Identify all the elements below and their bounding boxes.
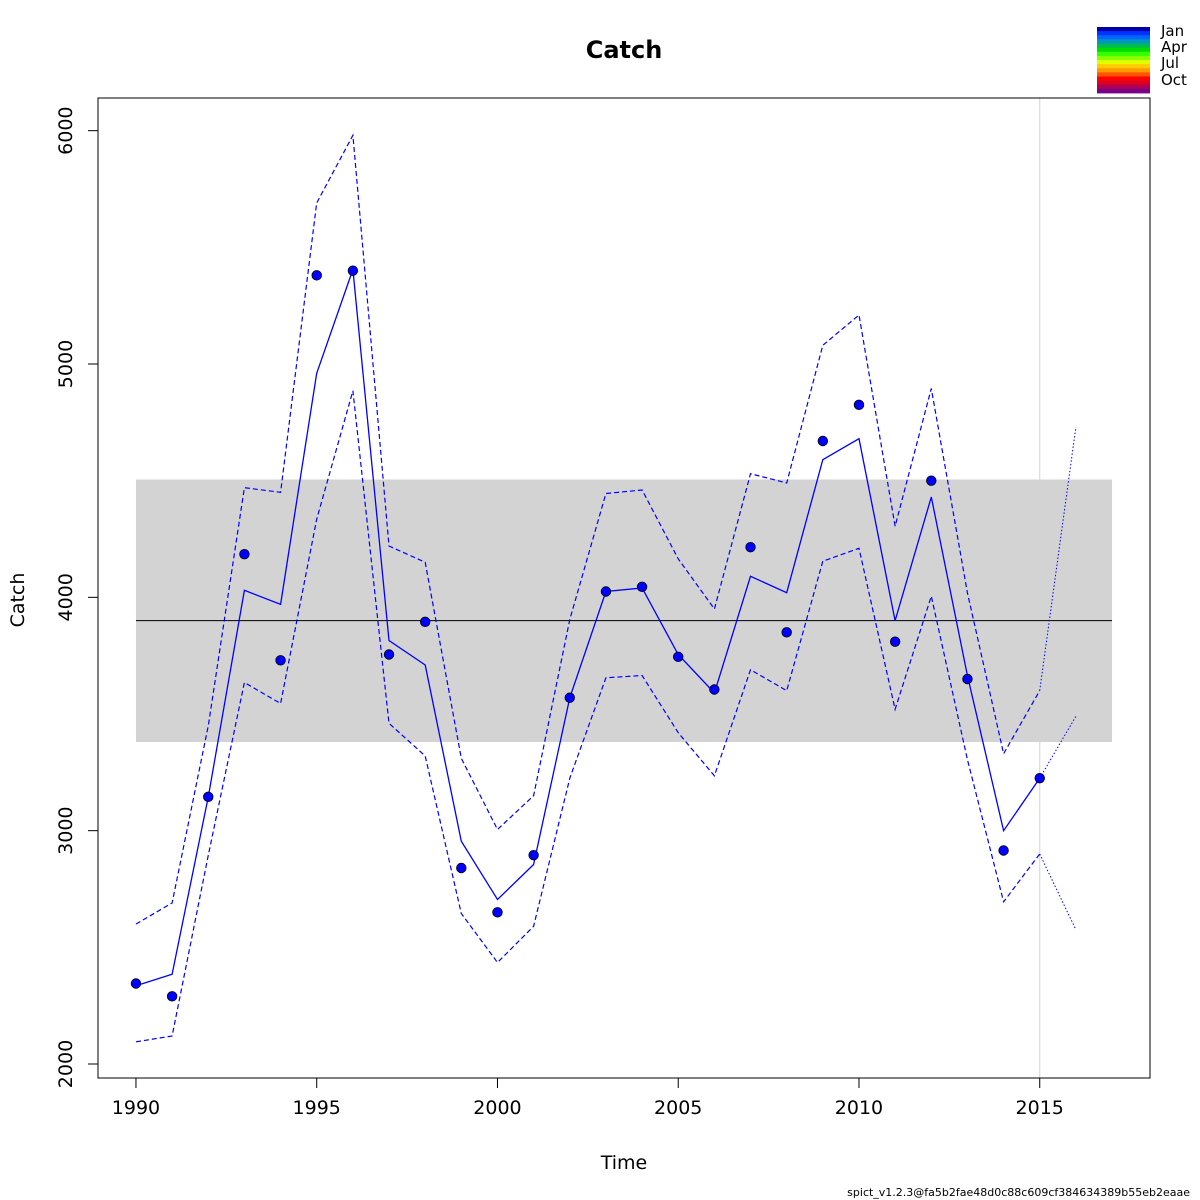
- data-point: [383, 649, 395, 660]
- data-point: [600, 586, 612, 597]
- data-point: [203, 791, 214, 803]
- legend-color-swatch: [1097, 47, 1150, 53]
- chart-title: Catch: [586, 36, 663, 64]
- x-tick-label: 2000: [473, 1097, 521, 1119]
- legend-color-swatch: [1097, 64, 1150, 69]
- legend-label: Jul: [1160, 54, 1179, 72]
- legend-color-swatch: [1097, 72, 1150, 77]
- x-tick-label: 1990: [112, 1097, 160, 1119]
- data-point: [781, 627, 792, 638]
- legend-color-swatch: [1097, 39, 1150, 44]
- observed-points-layer: [130, 265, 1045, 1002]
- data-point: [419, 616, 431, 628]
- data-point: [311, 270, 322, 281]
- legend-label: Jan: [1160, 22, 1184, 40]
- legend-color-swatch: [1097, 43, 1150, 49]
- data-point: [853, 399, 865, 411]
- legend-color-swatch: [1097, 68, 1150, 73]
- y-tick-label: 6000: [55, 106, 77, 154]
- reference-band-layer: [135, 479, 1113, 742]
- y-tick-label: 4000: [55, 573, 77, 621]
- x-tick-label: 2015: [1016, 1097, 1064, 1119]
- legend-color-swatch: [1097, 88, 1150, 94]
- data-point: [564, 692, 575, 703]
- legend-color-swatch: [1097, 27, 1150, 32]
- reference-lines-layer: [135, 98, 1113, 1078]
- data-point: [889, 636, 901, 647]
- data-point: [673, 651, 684, 663]
- legend-color-swatch: [1097, 80, 1150, 86]
- prediction-upper-line: [1039, 426, 1077, 691]
- data-point: [817, 435, 829, 447]
- data-point: [239, 548, 250, 560]
- data-point: [998, 845, 1009, 856]
- estimate-line: [135, 269, 1041, 987]
- legend-color-swatch: [1097, 76, 1150, 82]
- data-point: [636, 581, 648, 593]
- prediction-lower-line: [1039, 853, 1077, 931]
- axes-layer: 1990 1995 2000 2005 2010 2015 2000 3000 4000 5000…: [55, 106, 1064, 1119]
- legend-color-swatch: [1097, 35, 1150, 40]
- legend-color-swatch: [1097, 31, 1150, 36]
- series-layer: [135, 133, 1077, 1043]
- legend-label: Apr: [1161, 38, 1188, 56]
- footnote: spict_v1.2.3@fa5b2fae48d0c88c609cf384634…: [847, 1186, 1190, 1199]
- legend-color-swatch: [1097, 60, 1150, 65]
- data-point: [745, 541, 756, 553]
- data-point: [528, 849, 539, 861]
- ci-upper-line: [135, 133, 1041, 925]
- legend-label: Oct: [1161, 71, 1187, 89]
- data-point: [926, 475, 937, 486]
- legend-color-swatch: [1097, 55, 1150, 61]
- legend-color-swatch: [1097, 51, 1150, 57]
- y-tick-label: 5000: [55, 340, 77, 388]
- prediction-line: [1039, 716, 1077, 779]
- data-point: [492, 907, 503, 918]
- x-tick-label: 1995: [293, 1097, 341, 1119]
- data-point: [709, 684, 720, 695]
- y-axis-label: Catch: [7, 573, 29, 628]
- data-point: [275, 655, 286, 666]
- x-tick-label: 2010: [835, 1097, 883, 1119]
- data-point: [166, 991, 178, 1002]
- y-tick-label: 3000: [55, 806, 77, 854]
- reference-band: [135, 479, 1113, 742]
- legend-color-swatch: [1097, 84, 1150, 90]
- ci-lower-line: [135, 390, 1041, 1043]
- data-point: [347, 265, 359, 276]
- x-tick-label: 2005: [654, 1097, 702, 1119]
- data-point: [456, 862, 467, 874]
- x-axis-label: Time: [600, 1152, 648, 1174]
- data-point: [962, 673, 973, 685]
- y-tick-label: 2000: [55, 1040, 77, 1088]
- data-point: [130, 978, 142, 989]
- data-point: [1034, 772, 1045, 784]
